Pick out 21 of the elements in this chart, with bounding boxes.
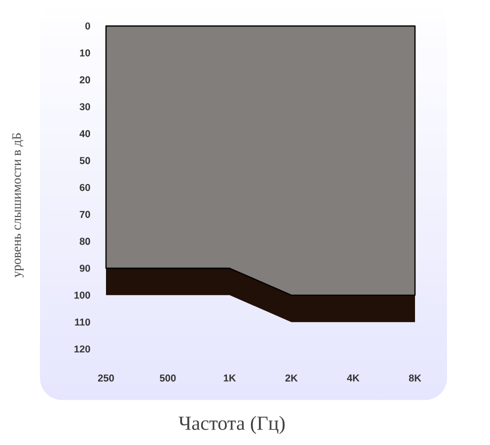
y-tick-label: 80 <box>80 238 90 245</box>
y-tick-label: 60 <box>80 184 90 192</box>
x-tick-label: 1K <box>224 374 236 382</box>
y-tick-label: 50 <box>80 157 90 164</box>
x-tick-label: 250 <box>98 374 114 382</box>
y-axis-title: уровень слышимости в дБ <box>12 133 24 278</box>
x-tick-label: 4K <box>346 374 360 382</box>
y-tick-label: 10 <box>80 49 90 56</box>
x-tick-label: 8K <box>408 374 422 382</box>
y-tick-label: 40 <box>80 130 90 138</box>
y-tick-label: 0 <box>85 22 90 30</box>
y-tick-label: 90 <box>80 264 90 272</box>
y-tick-label: 100 <box>74 292 90 299</box>
y-tick-label: 120 <box>74 345 90 353</box>
y-tick-label: 30 <box>80 103 90 110</box>
y-tick-label: 70 <box>80 210 90 218</box>
x-tick-label: 2K <box>285 374 298 382</box>
x-axis-title: Частота (Гц) <box>178 416 285 434</box>
x-tick-label: 500 <box>160 374 176 382</box>
y-tick-label: 110 <box>75 318 90 326</box>
y-tick-label: 20 <box>80 76 90 84</box>
